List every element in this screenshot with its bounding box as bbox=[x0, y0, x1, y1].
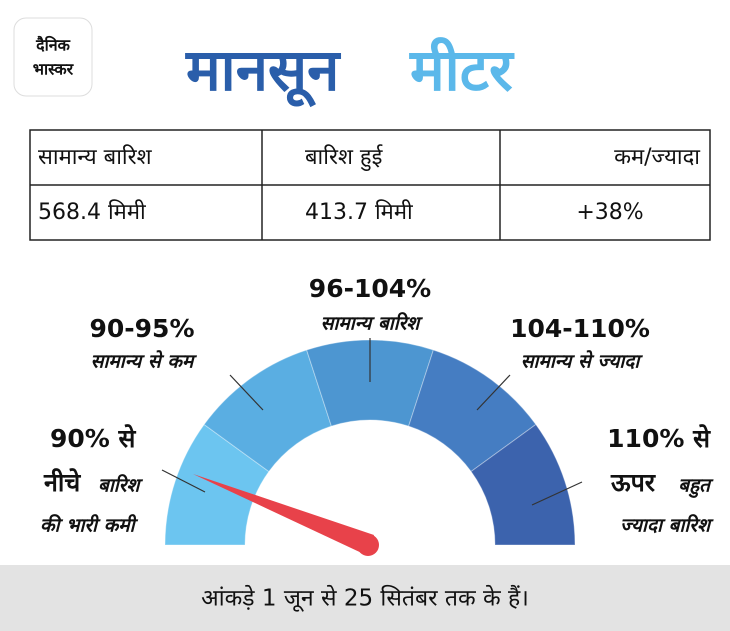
segment-label: की भारी कमी bbox=[40, 514, 139, 537]
needle-hub bbox=[357, 534, 379, 556]
gauge-segment bbox=[470, 423, 576, 546]
table-header: सामान्य बारिश bbox=[38, 144, 153, 170]
table-cell: 568.4 मिमी bbox=[38, 199, 146, 225]
footer-bar bbox=[0, 565, 730, 631]
segment-label: ज्यादा बारिश bbox=[620, 514, 714, 537]
table-grid bbox=[29, 129, 711, 241]
segment-range: 90% से bbox=[50, 424, 137, 453]
table-cell: +38% bbox=[576, 200, 643, 225]
gauge-segment bbox=[203, 349, 333, 473]
segment-label: ऊपर bbox=[610, 468, 657, 497]
logo-text: दैनिक bbox=[35, 36, 71, 55]
segment-range: 90-95% bbox=[89, 314, 194, 343]
logo-box bbox=[13, 17, 93, 97]
table-header: कम/ज्यादा bbox=[614, 145, 700, 170]
table-header: बारिश हुई bbox=[305, 144, 384, 171]
segment-label: सामान्य से ज्यादा bbox=[521, 350, 644, 373]
gauge-segment bbox=[407, 349, 537, 473]
gauge-segment bbox=[306, 339, 434, 427]
leader-lines bbox=[161, 338, 583, 506]
segment-label: नीचे bbox=[43, 468, 81, 497]
segment-label: बारिश bbox=[98, 474, 143, 497]
logo-text: भास्कर bbox=[33, 60, 75, 79]
title-part: मीटर bbox=[409, 36, 515, 104]
segment-range: 110% से bbox=[607, 424, 711, 453]
segment-range: 96-104% bbox=[309, 274, 431, 303]
title-part: मानसून bbox=[185, 36, 341, 108]
segment-label: सामान्य से कम bbox=[91, 350, 198, 373]
needle bbox=[193, 474, 374, 555]
table-cell: 413.7 मिमी bbox=[305, 199, 413, 225]
segment-label: सामान्य बारिश bbox=[321, 312, 424, 335]
footer-note: आंकड़े 1 जून से 25 सितंबर तक के हैं। bbox=[201, 585, 529, 613]
segment-range: 104-110% bbox=[510, 314, 650, 343]
segment-label: बहुत bbox=[678, 475, 714, 499]
